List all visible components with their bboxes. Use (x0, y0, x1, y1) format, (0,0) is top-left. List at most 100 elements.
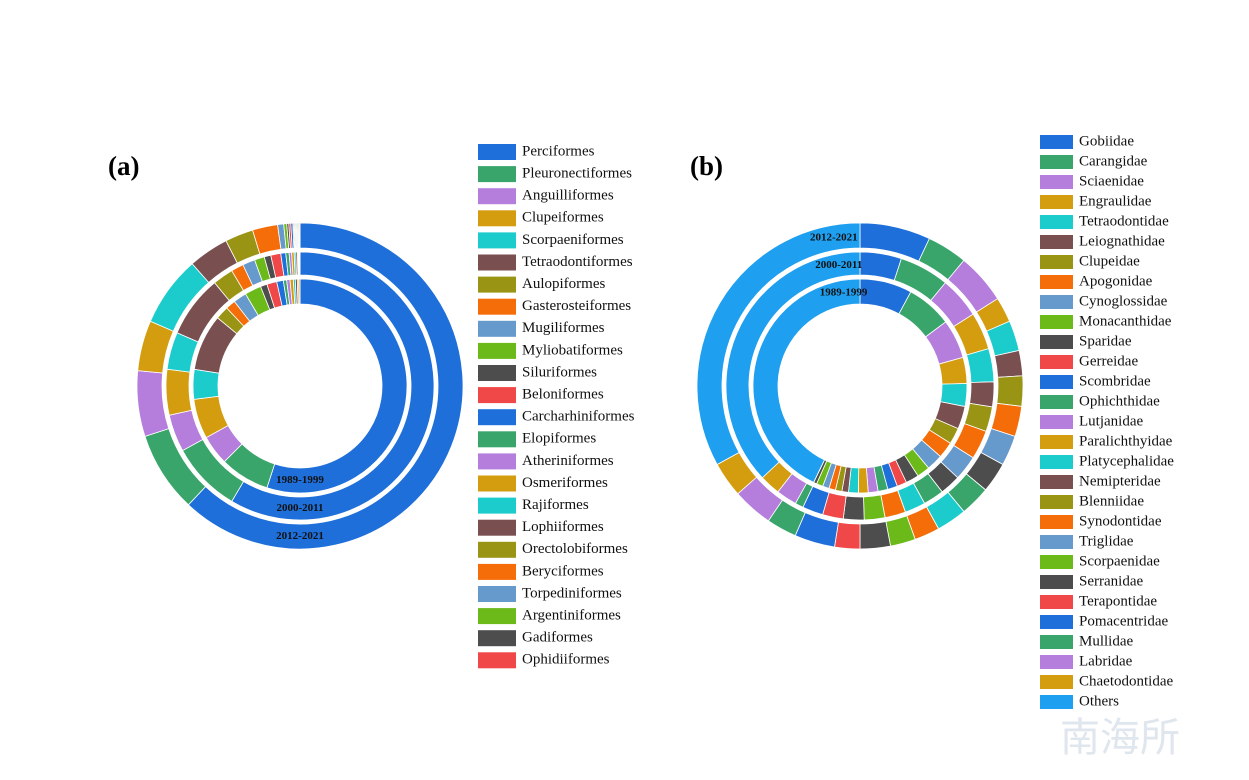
legend-swatch (1040, 235, 1073, 249)
legend-swatch (1040, 575, 1073, 589)
legend-label: Labridae (1079, 653, 1133, 669)
panel-label: (a) (108, 151, 139, 181)
legend-label: Others (1079, 693, 1119, 709)
legend-label: Lophiiformes (522, 519, 604, 535)
legend-label: Beloniformes (522, 387, 604, 403)
legend-label: Scombridae (1079, 373, 1151, 389)
legend-swatch (1040, 555, 1073, 569)
ring-segment (192, 368, 220, 400)
legend-swatch (478, 342, 516, 359)
legend-label: Gobiidae (1079, 133, 1134, 149)
legend-swatch (478, 188, 516, 205)
ring-segment (834, 521, 861, 550)
legend-swatch (1040, 615, 1073, 629)
legend-swatch (1040, 455, 1073, 469)
legend-swatch (1040, 415, 1073, 429)
legend-label: Argentiniformes (522, 608, 621, 624)
legend-label: Myliobatiformes (522, 342, 623, 358)
legend-swatch (1040, 315, 1073, 329)
ring-label: 2000-2011 (815, 259, 862, 271)
watermark: 南海所 (1060, 715, 1180, 761)
legend-swatch (1040, 355, 1073, 369)
legend-swatch (478, 409, 516, 426)
legend-swatch (1040, 175, 1073, 189)
legend-label: Ophichthidae (1079, 393, 1160, 409)
legend-label: Apogonidae (1079, 273, 1153, 289)
legend-swatch (1040, 695, 1073, 709)
ring-segment (863, 494, 886, 521)
legend-label: Tetraodontiformes (522, 254, 633, 270)
legend-swatch (478, 232, 516, 249)
legend-swatch (1040, 375, 1073, 389)
legend-swatch (478, 276, 516, 293)
legend-label: Leiognathidae (1079, 233, 1165, 249)
legend-swatch (478, 365, 516, 381)
legend-swatch (1040, 195, 1073, 209)
legend-swatch (1040, 255, 1073, 269)
legend-swatch (478, 497, 516, 514)
legend-swatch (1040, 495, 1073, 509)
ring-segment (165, 368, 193, 416)
legend-label: Chaetodontidae (1079, 673, 1173, 689)
legend-label: Carangidae (1079, 153, 1148, 169)
legend-label: Aulopiformes (522, 276, 605, 292)
legend-label: Torpediniformes (522, 585, 622, 601)
legend-label: Engraulidae (1079, 193, 1152, 209)
ring-segment (859, 521, 892, 550)
legend-label: Triglidae (1079, 533, 1134, 549)
legend-label: Rajiformes (522, 497, 589, 513)
legend-label: Scorpaenidae (1079, 553, 1160, 569)
legend-swatch (478, 519, 516, 536)
ring-segment (231, 251, 435, 521)
legend-swatch (1040, 155, 1073, 169)
legend-label: Terapontidae (1079, 593, 1157, 609)
ring-label: 2000-2011 (276, 502, 323, 514)
legend-swatch (478, 586, 516, 602)
legend-label: Blenniidae (1079, 493, 1144, 509)
legend-swatch (478, 608, 516, 625)
legend-label: Cynoglossidae (1079, 293, 1168, 309)
legend-label: Sciaenidae (1079, 173, 1144, 189)
ring-segment (859, 251, 902, 281)
legend-label: Mullidae (1079, 633, 1133, 649)
ring-label: 2012-2021 (810, 231, 858, 243)
panel-label: (b) (690, 151, 723, 181)
legend-label: Serranidae (1079, 573, 1143, 589)
ring-segment (752, 278, 861, 483)
legend-label: Osmeriformes (522, 475, 608, 491)
legend-swatch (478, 144, 516, 160)
ring-segment (857, 467, 869, 494)
legend-label: Sparidae (1079, 333, 1132, 349)
legend-label: Pomacentridae (1079, 613, 1168, 629)
legend-swatch (1040, 135, 1073, 149)
legend-swatch (478, 563, 516, 580)
ring-label: 1989-1999 (820, 286, 868, 298)
ring-segment (996, 375, 1024, 407)
legend-label: Lutjanidae (1079, 413, 1143, 429)
legend-label: Anguilliformes (522, 188, 614, 204)
legend-swatch (478, 387, 516, 404)
legend-label: Gadiformes (522, 630, 593, 646)
legend-swatch (1040, 595, 1073, 609)
legend-swatch (478, 475, 516, 492)
legend-label: Elopiformes (522, 431, 596, 447)
ring-segment (966, 348, 995, 383)
legend-label: Tetraodontidae (1079, 213, 1169, 229)
legend-swatch (478, 541, 516, 558)
legend-swatch (1040, 635, 1073, 649)
legend-swatch (1040, 395, 1073, 409)
legend-swatch (478, 166, 516, 183)
legend-swatch (1040, 335, 1073, 349)
legend-swatch (1040, 675, 1073, 689)
legend-label: Siluriformes (522, 364, 597, 380)
legend-label: Platycephalidae (1079, 453, 1174, 469)
legend-swatch (478, 298, 516, 315)
legend-label: Scorpaeniformes (522, 232, 624, 248)
legend-label: Pleuronectiformes (522, 166, 632, 182)
legend-label: Mugiliformes (522, 320, 605, 336)
legend-swatch (1040, 435, 1073, 449)
legend-label: Clupeidae (1079, 253, 1140, 269)
legend-swatch (1040, 515, 1073, 529)
legend-label: Synodontidae (1079, 513, 1162, 529)
